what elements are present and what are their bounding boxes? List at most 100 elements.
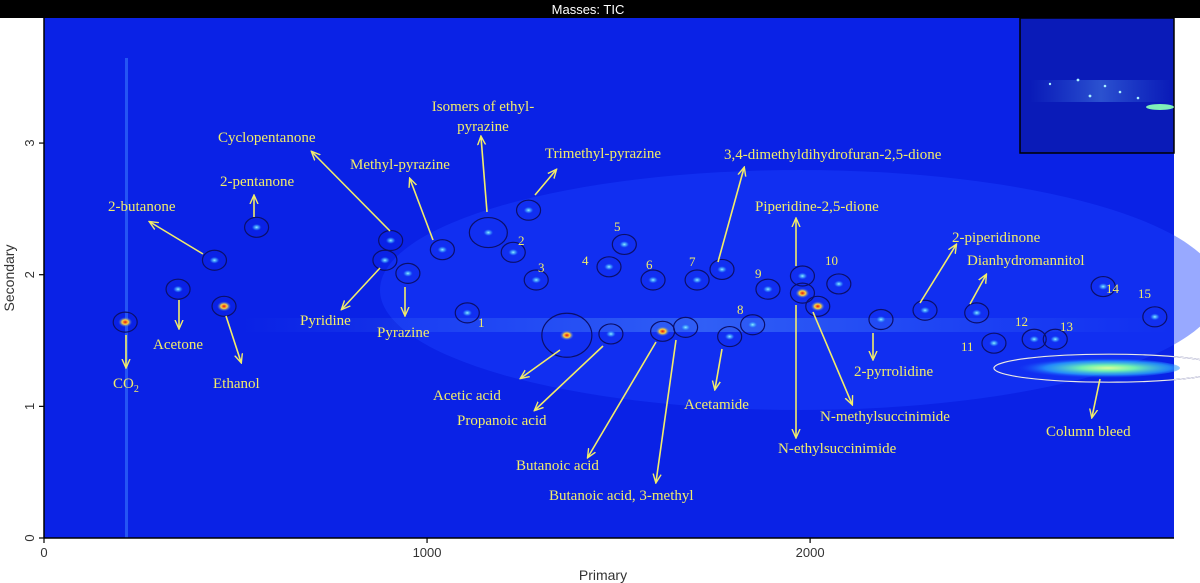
inset-preview <box>1019 17 1175 154</box>
peak-number-14: 14 <box>1106 281 1120 296</box>
compound-peak-21-spot <box>920 306 931 314</box>
label-piperidine-2-5-dione: Piperidine-2,5-dione <box>755 199 879 215</box>
compound-peak-5-circle <box>378 229 404 252</box>
compound-peak-14-spot <box>680 323 691 331</box>
label-isomers-line2: pyrazine <box>457 119 509 135</box>
chart-title: Masses: TIC <box>552 2 625 17</box>
x-axis-label: Primary <box>579 567 627 583</box>
y-tick-label-2: 2 <box>22 271 37 278</box>
compound-peak-11-circle <box>541 312 593 358</box>
label-column-bleed: Column bleed <box>1046 424 1131 440</box>
numbered-peak-6-spot <box>692 276 703 284</box>
peak-number-7: 7 <box>689 254 696 269</box>
numbered-peak-10-spot <box>988 339 999 347</box>
numbered-peak-14-circle <box>1142 306 1168 328</box>
y-tick-label-0: 0 <box>22 534 37 541</box>
compound-peak-6-spot <box>379 256 390 264</box>
compound-peak-18-circle <box>789 282 816 304</box>
compound-peak-2-spot <box>209 256 220 264</box>
peak-number-15: 15 <box>1138 286 1151 301</box>
label-butanoic-acid-3-methyl: Butanoic acid, 3-methyl <box>549 488 694 504</box>
compound-peak-0-spot <box>118 317 133 328</box>
peak-number-8: 8 <box>737 302 744 317</box>
label-cyclopentanone: Cyclopentanone <box>218 130 316 146</box>
peak-number-9: 9 <box>755 266 762 281</box>
label-propanoic-acid: Propanoic acid <box>457 413 547 429</box>
compound-peak-14-circle <box>673 316 699 338</box>
label-trimethyl-pyrazine: Trimethyl-pyrazine <box>545 146 661 162</box>
compound-peak-4-circle <box>243 216 270 238</box>
numbered-peak-14-spot <box>1149 313 1160 321</box>
compound-peak-13-spot <box>655 326 670 337</box>
numbered-peak-2-spot <box>531 276 542 284</box>
y-tick-label-1: 1 <box>22 403 37 410</box>
compound-peak-1-spot <box>173 285 184 293</box>
title-bar <box>0 0 1200 18</box>
compound-peak-20-circle <box>868 308 894 331</box>
numbered-peak-0-spot <box>462 309 473 317</box>
compound-peak-3-circle <box>211 295 237 317</box>
compound-peak-5-spot <box>385 236 396 244</box>
label-butanoic-acid: Butanoic acid <box>516 458 599 474</box>
numbered-peak-3-spot <box>604 263 614 271</box>
peak-number-12: 12 <box>1015 314 1028 329</box>
column-bleed-outline <box>993 353 1200 383</box>
compound-peak-10-spot <box>523 206 534 214</box>
label-2-piperidinone: 2-piperidinone <box>952 230 1041 246</box>
peak-number-5: 5 <box>614 219 621 234</box>
compound-peak-12-spot <box>605 330 616 338</box>
numbered-peak-5-spot <box>648 276 659 284</box>
compound-peak-4-spot <box>251 223 262 231</box>
numbered-peak-8-spot <box>762 285 773 293</box>
y-axis-label: Secondary <box>1 245 17 312</box>
compound-peak-18-spot <box>795 288 810 299</box>
label-dimethyldihydrofuran-dione: 3,4-dimethyldihydrofuran-2,5-dione <box>724 147 942 163</box>
label-isomers-line1: Isomers of ethyl- <box>432 99 534 115</box>
label-n-methylsuccinimide: N-methylsuccinimide <box>820 409 950 425</box>
label-pyrazine: Pyrazine <box>377 325 430 341</box>
label-methyl-pyrazine: Methyl-pyrazine <box>350 157 450 173</box>
peak-number-10: 10 <box>825 253 838 268</box>
compound-peak-15-spot <box>724 333 735 341</box>
compound-peak-1-circle <box>165 278 191 300</box>
solvent-front-line <box>125 58 128 538</box>
peak-number-11: 11 <box>961 339 974 354</box>
label-acetone: Acetone <box>153 337 203 353</box>
compound-peak-21-circle <box>912 299 938 321</box>
compound-peak-20-spot <box>875 315 886 323</box>
numbered-peak-5-circle <box>640 269 666 291</box>
compound-peak-12-circle <box>598 323 624 345</box>
y-tick-label-3: 3 <box>22 139 37 146</box>
compound-peak-3-spot <box>217 301 232 312</box>
numbered-peak-1-spot <box>508 248 519 256</box>
y-ticks: 0 1 2 3 <box>22 139 44 542</box>
x-tick-label-1: 1000 <box>413 545 442 560</box>
label-pyridine: Pyridine <box>300 313 351 329</box>
compound-peak-22-circle <box>964 302 990 324</box>
compound-peak-8-circle <box>429 239 455 261</box>
numbered-peak-9-spot <box>833 280 844 288</box>
numbered-peak-9-circle <box>826 273 852 295</box>
numbered-peak-7-spot <box>747 321 758 329</box>
numbered-peak-3-circle <box>596 256 622 278</box>
numbered-peak-10-circle <box>981 332 1007 354</box>
compound-peak-17-spot <box>797 272 808 280</box>
x-ticks: 0 1000 2000 <box>40 538 825 560</box>
numbered-peak-13-spot <box>1098 283 1109 291</box>
numbered-peak-7-circle <box>740 314 766 336</box>
compound-peak-7-spot <box>402 269 413 277</box>
peak-number-6: 6 <box>646 257 653 272</box>
label-ethanol: Ethanol <box>213 376 260 392</box>
numbered-peak-12-spot <box>1050 335 1061 343</box>
compound-peak-19-spot <box>810 301 825 312</box>
numbered-peak-12-circle <box>1042 328 1068 350</box>
numbered-peak-4-spot <box>619 240 630 248</box>
compound-peak-10-circle <box>515 199 542 221</box>
annotation-arrows <box>126 137 1101 482</box>
label-acetic-acid: Acetic acid <box>433 388 501 404</box>
numbered-peak-13-circle <box>1090 275 1116 298</box>
numbered-peak-1-circle <box>500 241 526 263</box>
compound-peak-2-circle <box>201 249 228 271</box>
numbered-peak-4-circle <box>611 233 637 256</box>
